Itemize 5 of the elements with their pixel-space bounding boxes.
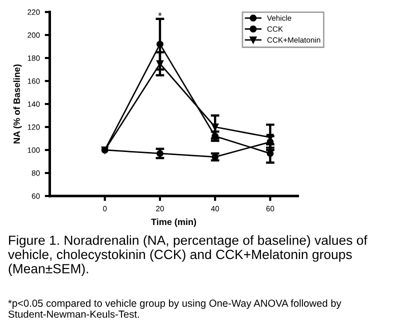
- caption: Figure 1. Noradrenalin (NA, percentage of baseline) values of vehicle, cholecystokinin (CCK) and CCK+Melatonin groups (Mean±SEM).: [8, 235, 368, 276]
- x-axis-title: Time (min): [151, 218, 196, 227]
- annotation: *: [158, 12, 162, 16]
- y-axis-title: NA (% of Baseline): [13, 64, 22, 144]
- text: *p<0.05 compared to vehicle group by using One-Way ANOVA followed by Student-Newman-Keuls-Test.: [8, 299, 342, 318]
